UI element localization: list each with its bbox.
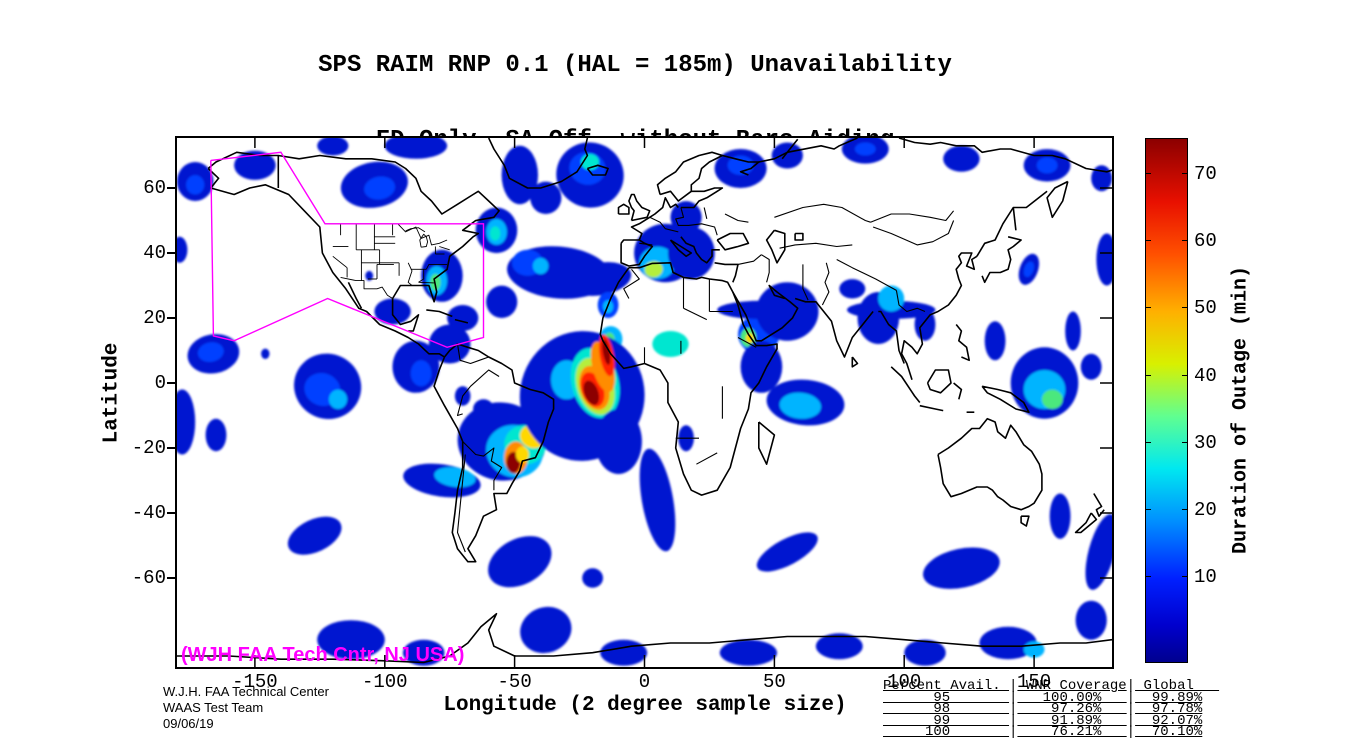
y-tick-label: 20: [143, 307, 166, 330]
colorbar-tick-mark: [1145, 307, 1151, 309]
y-tick-mark: [167, 187, 176, 190]
country-borders: [456, 203, 955, 553]
tech-center-credit: (WJH FAA Tech Cntr, NJ USA): [181, 644, 465, 666]
colorbar: [1145, 138, 1188, 663]
y-tick-mark: [167, 576, 176, 579]
y-tick-label: 40: [143, 242, 166, 265]
axis-ticks: [254, 138, 1112, 667]
colorbar-tick-mark: [1182, 240, 1188, 242]
y-tick-label: -20: [131, 436, 166, 459]
y-tick-label: 0: [154, 372, 166, 394]
outage-blobs: [177, 138, 1112, 666]
colorbar-tick-label: 70: [1194, 163, 1217, 185]
colorbar-tick-mark: [1182, 441, 1188, 443]
y-tick-label: -60: [131, 566, 166, 589]
colorbar-tick-label: 20: [1194, 499, 1217, 521]
attribution-block: W.J.H. FAA Technical Center WAAS Test Te…: [163, 684, 329, 732]
colorbar-tick-mark: [1182, 509, 1188, 510]
y-tick-label: 60: [143, 177, 166, 200]
colorbar-tick-mark: [1182, 374, 1188, 376]
x-axis-label: Longitude (2 degree sample size): [443, 694, 847, 717]
attribution-line-3: 09/06/19: [163, 716, 214, 731]
colorbar-tick-mark: [1145, 441, 1151, 443]
colorbar-tick-label: 60: [1194, 230, 1217, 253]
colorbar-tick-mark: [1182, 307, 1188, 309]
colorbar-tick-mark: [1182, 173, 1188, 174]
colorbar-tick-mark: [1145, 240, 1151, 242]
colorbar-tick-label: 40: [1194, 364, 1217, 387]
attribution-line-1: W.J.H. FAA Technical Center: [163, 684, 329, 699]
y-tick-mark: [167, 317, 176, 320]
coastlines: [177, 138, 1112, 664]
colorbar-tick-label: 10: [1194, 566, 1217, 589]
attribution-line-2: WAAS Test Team: [163, 700, 264, 715]
colorbar-tick-label: 30: [1194, 431, 1217, 454]
x-tick-label: 100: [887, 671, 922, 693]
title-line-1: SPS RAIM RNP 0.1 (HAL = 185m) Unavailabi…: [318, 52, 952, 79]
x-tick-label: 50: [762, 671, 786, 693]
y-tick-mark: [167, 252, 176, 255]
x-tick-label: 0: [638, 671, 651, 693]
x-tick-label: 150: [1016, 671, 1052, 693]
colorbar-tick-mark: [1182, 576, 1188, 578]
colorbar-tick-label: 50: [1194, 297, 1217, 320]
y-tick-mark: [167, 446, 176, 449]
y-tick-mark: [167, 382, 176, 384]
x-tick-label: -100: [361, 671, 408, 693]
colorbar-tick-mark: [1145, 576, 1151, 578]
world-map-plot: [175, 136, 1114, 669]
x-tick-label: -150: [232, 671, 278, 693]
colorbar-tick-mark: [1145, 173, 1151, 174]
x-tick-label: -50: [497, 671, 532, 693]
colorbar-tick-mark: [1145, 374, 1151, 376]
availability-stats-table: Percent Avail. | WNR Coverage| Global 95…: [883, 678, 1220, 741]
y-tick-mark: [167, 511, 176, 514]
waas-boundary: [210, 151, 485, 349]
colorbar-tick-mark: [1145, 509, 1151, 510]
outage-heatmap-svg: [177, 138, 1112, 667]
y-tick-label: -40: [131, 501, 166, 524]
